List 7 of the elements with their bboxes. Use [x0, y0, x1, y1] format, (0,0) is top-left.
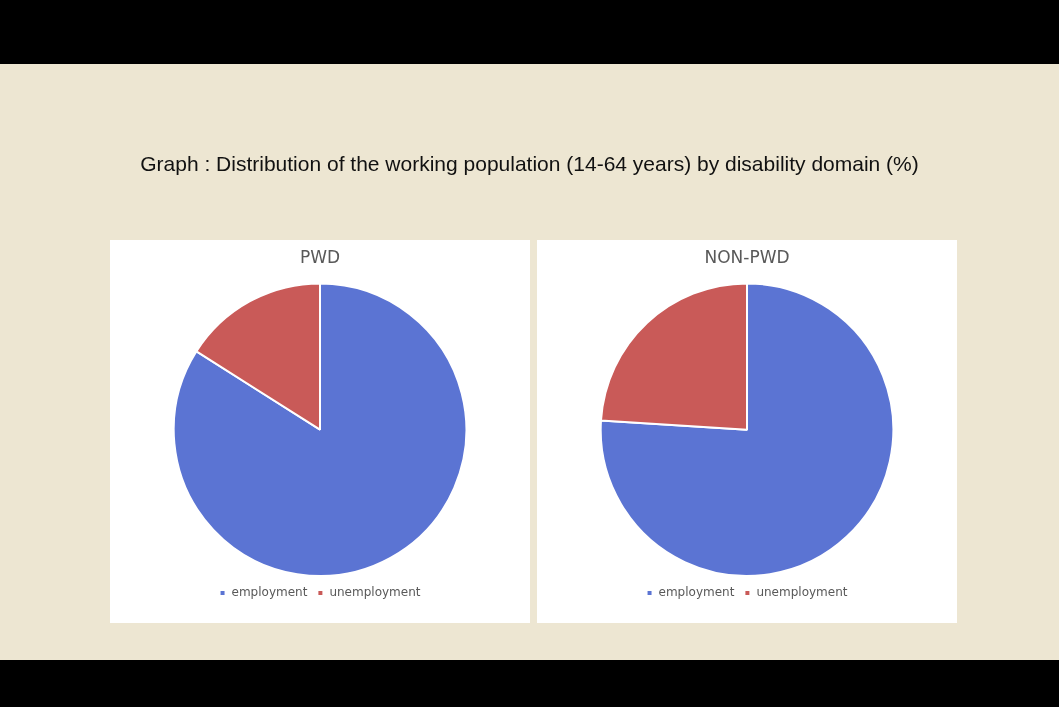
text: Graph : Distribution of the working population (14-64 years) by disability domain (%)	[139, 152, 920, 176]
legend-label: employment	[231, 585, 308, 600]
legend-label: unemployment	[329, 585, 421, 600]
legend-label: employment	[658, 585, 735, 600]
chart-title: NON-PWD	[704, 246, 790, 267]
legend-label: unemployment	[756, 585, 848, 600]
chart-title: PWD	[299, 246, 341, 267]
